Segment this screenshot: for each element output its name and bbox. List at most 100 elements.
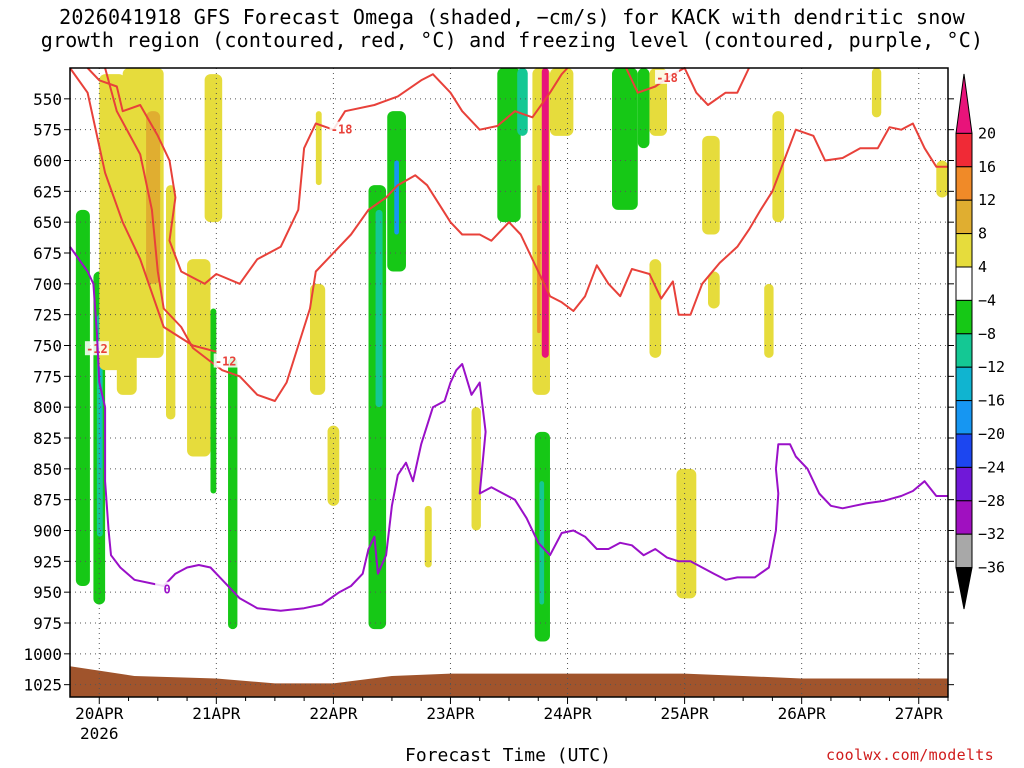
- chart-title-line-2: growth region (contoured, red, °C) and f…: [40, 28, 984, 52]
- omega-patch: [539, 481, 545, 605]
- omega-patch: [394, 160, 399, 235]
- y-tick-label: 750: [33, 337, 62, 356]
- y-tick-label: 600: [33, 152, 62, 171]
- colorbar-label: 4: [978, 258, 987, 276]
- colorbar-top-arrow: [955, 73, 973, 134]
- colorbar-bin: [955, 400, 973, 435]
- x-tick-label: 20APR: [75, 704, 124, 723]
- y-tick-label: 550: [33, 90, 62, 109]
- colorbar-bin: [955, 266, 973, 301]
- x-tick-label: 23APR: [426, 704, 475, 723]
- colorbar-label: −20: [978, 425, 1005, 443]
- omega-patch: [210, 308, 217, 494]
- y-tick-label: 875: [33, 491, 62, 510]
- omega-patch: [309, 283, 326, 395]
- omega-patch: [649, 259, 662, 358]
- omega-patch: [375, 209, 383, 408]
- y-tick-label: 950: [33, 583, 62, 602]
- chart-title-line-1: 2026041918 GFS Forecast Omega (shaded, −…: [59, 5, 965, 29]
- omega-patch: [204, 74, 223, 223]
- dgz-contour-label-bg: [655, 69, 680, 84]
- colorbar-bin: [955, 366, 973, 402]
- x-tick-label: 25APR: [661, 704, 710, 723]
- y-tick-label: 1000: [23, 645, 62, 664]
- colorbar-bin: [955, 166, 973, 201]
- x-tick-label: 27APR: [895, 704, 944, 723]
- omega-shading-layer: [70, 68, 948, 697]
- colorbar: 20 16 12 8 4 −4 −8 −12 −16 −20 −24 −28 −32 −36: [955, 73, 1005, 610]
- freezing-level-contour-layer: 0: [69, 246, 948, 612]
- y-tick-label: 675: [33, 244, 62, 263]
- omega-patch: [772, 111, 785, 223]
- credit-link[interactable]: coolwx.com/modelts: [826, 746, 994, 764]
- colorbar-bin: [955, 466, 973, 502]
- y-tick-label: 975: [33, 614, 62, 633]
- x-year-label: 2026: [80, 724, 119, 743]
- dgz-contour: [86, 67, 569, 285]
- omega-patch: [187, 259, 211, 457]
- colorbar-label: −12: [978, 358, 1005, 376]
- omega-patch: [708, 271, 720, 309]
- omega-patch: [424, 505, 432, 568]
- colorbar-bin: [955, 333, 973, 368]
- omega-patch: [676, 468, 697, 599]
- colorbar-label: −36: [978, 559, 1005, 577]
- x-tick-label: 24APR: [543, 704, 592, 723]
- colorbar-bin: [955, 299, 973, 335]
- omega-patch: [637, 68, 650, 149]
- omega-patch: [936, 160, 948, 198]
- colorbar-label: 16: [978, 158, 996, 176]
- omega-patch: [165, 185, 176, 420]
- omega-patch: [649, 68, 668, 136]
- y-tick-label: 575: [33, 121, 62, 140]
- y-tick-label: 1025: [23, 676, 62, 695]
- colorbar-bin: [955, 433, 973, 468]
- omega-patch: [327, 425, 340, 506]
- freezing-contour-label: 0: [164, 583, 171, 597]
- omega-patch: [549, 68, 574, 136]
- dgz-contour-label-bg: [329, 121, 354, 136]
- omega-patch: [315, 111, 322, 186]
- colorbar-label: 12: [978, 191, 996, 209]
- omega-patch: [871, 68, 882, 118]
- omega-patch: [612, 68, 638, 210]
- dgz-contour-label: -12: [215, 355, 237, 369]
- dgz-contour-label: -18: [331, 123, 353, 137]
- y-tick-label: 850: [33, 460, 62, 479]
- x-axis-title: Forecast Time (UTC): [405, 745, 611, 766]
- freezing-contour: [69, 246, 948, 612]
- colorbar-label: 8: [978, 225, 987, 243]
- y-tick-label: 700: [33, 275, 62, 294]
- omega-patch: [764, 283, 774, 358]
- omega-patch: [541, 68, 549, 358]
- colorbar-label: −32: [978, 525, 1005, 543]
- dgz-contour-label-bg: [213, 353, 238, 368]
- x-tick-label: 21APR: [192, 704, 241, 723]
- omega-patch: [471, 407, 481, 531]
- colorbar-bin: [955, 500, 973, 535]
- colorbar-bottom-arrow: [955, 567, 973, 610]
- y-tick-label: 625: [33, 182, 62, 201]
- y-tick-label: 825: [33, 429, 62, 448]
- y-tick-label: 900: [33, 522, 62, 541]
- x-tick-label: 26APR: [778, 704, 827, 723]
- omega-patch: [99, 339, 102, 469]
- colorbar-bin: [955, 533, 973, 569]
- y-tick-label: 800: [33, 398, 62, 417]
- omega-patch: [517, 68, 528, 136]
- y-tick-label: 925: [33, 552, 62, 571]
- axes-layer: 550 575 600 625 650 675 700 725 750 775 800 825 850 8…: [23, 67, 954, 743]
- x-tick-label: 22APR: [309, 704, 358, 723]
- dgz-contour-label: -18: [656, 71, 678, 85]
- omega-patch: [702, 135, 720, 235]
- colorbar-label: −8: [978, 325, 996, 343]
- y-tick-label: 775: [33, 367, 62, 386]
- colorbar-label: 20: [978, 124, 996, 142]
- omega-patch: [146, 111, 161, 284]
- y-tick-label: 650: [33, 213, 62, 232]
- colorbar-bin: [955, 132, 973, 168]
- terrain-fill: [70, 666, 948, 697]
- colorbar-bin: [955, 233, 973, 268]
- y-tick-label: 725: [33, 306, 62, 325]
